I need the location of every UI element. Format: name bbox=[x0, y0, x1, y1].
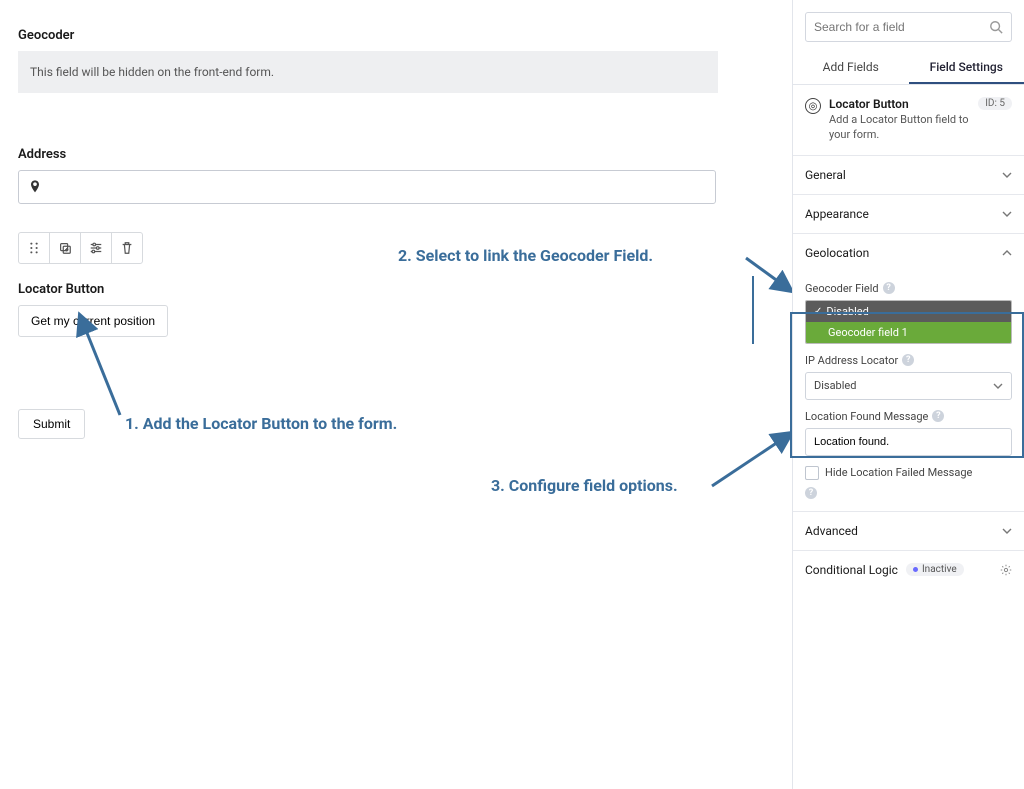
help-icon[interactable]: ? bbox=[902, 354, 914, 366]
geocoder-field-dropdown[interactable]: ✓ Disabled Geocoder field 1 bbox=[805, 300, 1012, 344]
field-settings-button[interactable] bbox=[80, 232, 112, 264]
found-msg-input[interactable] bbox=[805, 428, 1012, 456]
help-icon[interactable]: ? bbox=[805, 487, 817, 499]
geolocation-body: Geocoder Field ? ✓ Disabled Geocoder fie… bbox=[793, 282, 1024, 511]
panel-general[interactable]: General bbox=[793, 155, 1024, 194]
callout-1: 1. Add the Locator Button to the form. bbox=[125, 414, 397, 433]
ip-locator-select[interactable]: Disabled bbox=[805, 372, 1012, 400]
address-input[interactable] bbox=[18, 170, 716, 204]
panel-geolocation-label: Geolocation bbox=[805, 246, 869, 260]
found-msg-label: Location Found Message ? bbox=[805, 410, 1012, 423]
hide-failed-label: Hide Location Failed Message bbox=[825, 466, 972, 479]
duplicate-button[interactable] bbox=[49, 232, 81, 264]
duplicate-icon bbox=[58, 241, 72, 255]
geocoder-field-label: Geocoder Field ? bbox=[805, 282, 1012, 295]
arrow-3 bbox=[710, 428, 800, 498]
locator-label: Locator Button bbox=[18, 282, 718, 297]
sidebar: Add Fields Field Settings ◎ Locator Butt… bbox=[792, 0, 1024, 789]
panel-geolocation[interactable]: Geolocation bbox=[793, 233, 1024, 272]
delete-button[interactable] bbox=[111, 232, 143, 264]
locator-icon: ◎ bbox=[805, 98, 821, 114]
chevron-down-icon bbox=[1002, 526, 1012, 536]
field-search[interactable] bbox=[805, 12, 1012, 42]
option-geocoder-field-1[interactable]: Geocoder field 1 bbox=[806, 322, 1011, 343]
callout-2: 2. Select to link the Geocoder Field. bbox=[398, 246, 653, 265]
drag-handle-button[interactable] bbox=[18, 232, 50, 264]
callout-3: 3. Configure field options. bbox=[491, 476, 678, 495]
panel-conditional[interactable]: Conditional Logic Inactive bbox=[793, 550, 1024, 589]
help-icon[interactable]: ? bbox=[932, 410, 944, 422]
map-pin-icon bbox=[27, 179, 43, 195]
sliders-icon bbox=[89, 241, 103, 255]
chevron-up-icon bbox=[1002, 248, 1012, 258]
field-header: ◎ Locator Button Add a Locator Button fi… bbox=[793, 85, 1024, 155]
geocoder-label: Geocoder bbox=[18, 28, 718, 43]
hidden-field-notice: This field will be hidden on the front-e… bbox=[18, 51, 718, 93]
chevron-down-icon bbox=[1002, 170, 1012, 180]
trash-icon bbox=[120, 241, 134, 255]
gear-icon[interactable] bbox=[1000, 564, 1012, 576]
field-title: Locator Button bbox=[829, 97, 970, 111]
chevron-down-icon bbox=[993, 381, 1003, 391]
search-icon bbox=[989, 20, 1003, 34]
panel-conditional-label: Conditional Logic bbox=[805, 563, 898, 577]
field-id-badge: ID: 5 bbox=[978, 97, 1012, 110]
search-input[interactable] bbox=[814, 20, 983, 34]
sidebar-tabs: Add Fields Field Settings bbox=[793, 52, 1024, 85]
chevron-down-icon bbox=[1002, 209, 1012, 219]
vertical-accent bbox=[752, 276, 754, 344]
panel-appearance-label: Appearance bbox=[805, 207, 869, 221]
hide-failed-row[interactable]: Hide Location Failed Message bbox=[805, 466, 1012, 480]
tab-add-fields[interactable]: Add Fields bbox=[793, 52, 909, 84]
panel-advanced[interactable]: Advanced bbox=[793, 511, 1024, 550]
address-label: Address bbox=[18, 147, 718, 162]
field-desc: Add a Locator Button field to your form. bbox=[829, 113, 970, 143]
panel-appearance[interactable]: Appearance bbox=[793, 194, 1024, 233]
conditional-status-badge: Inactive bbox=[906, 563, 964, 576]
tab-field-settings[interactable]: Field Settings bbox=[909, 52, 1024, 84]
hide-failed-checkbox[interactable] bbox=[805, 466, 819, 480]
option-disabled[interactable]: ✓ Disabled bbox=[806, 301, 1011, 322]
help-icon[interactable]: ? bbox=[883, 282, 895, 294]
panel-advanced-label: Advanced bbox=[805, 524, 858, 538]
ip-locator-label: IP Address Locator ? bbox=[805, 354, 1012, 367]
panel-general-label: General bbox=[805, 168, 846, 182]
drag-icon bbox=[27, 241, 41, 255]
arrow-1 bbox=[60, 320, 140, 420]
